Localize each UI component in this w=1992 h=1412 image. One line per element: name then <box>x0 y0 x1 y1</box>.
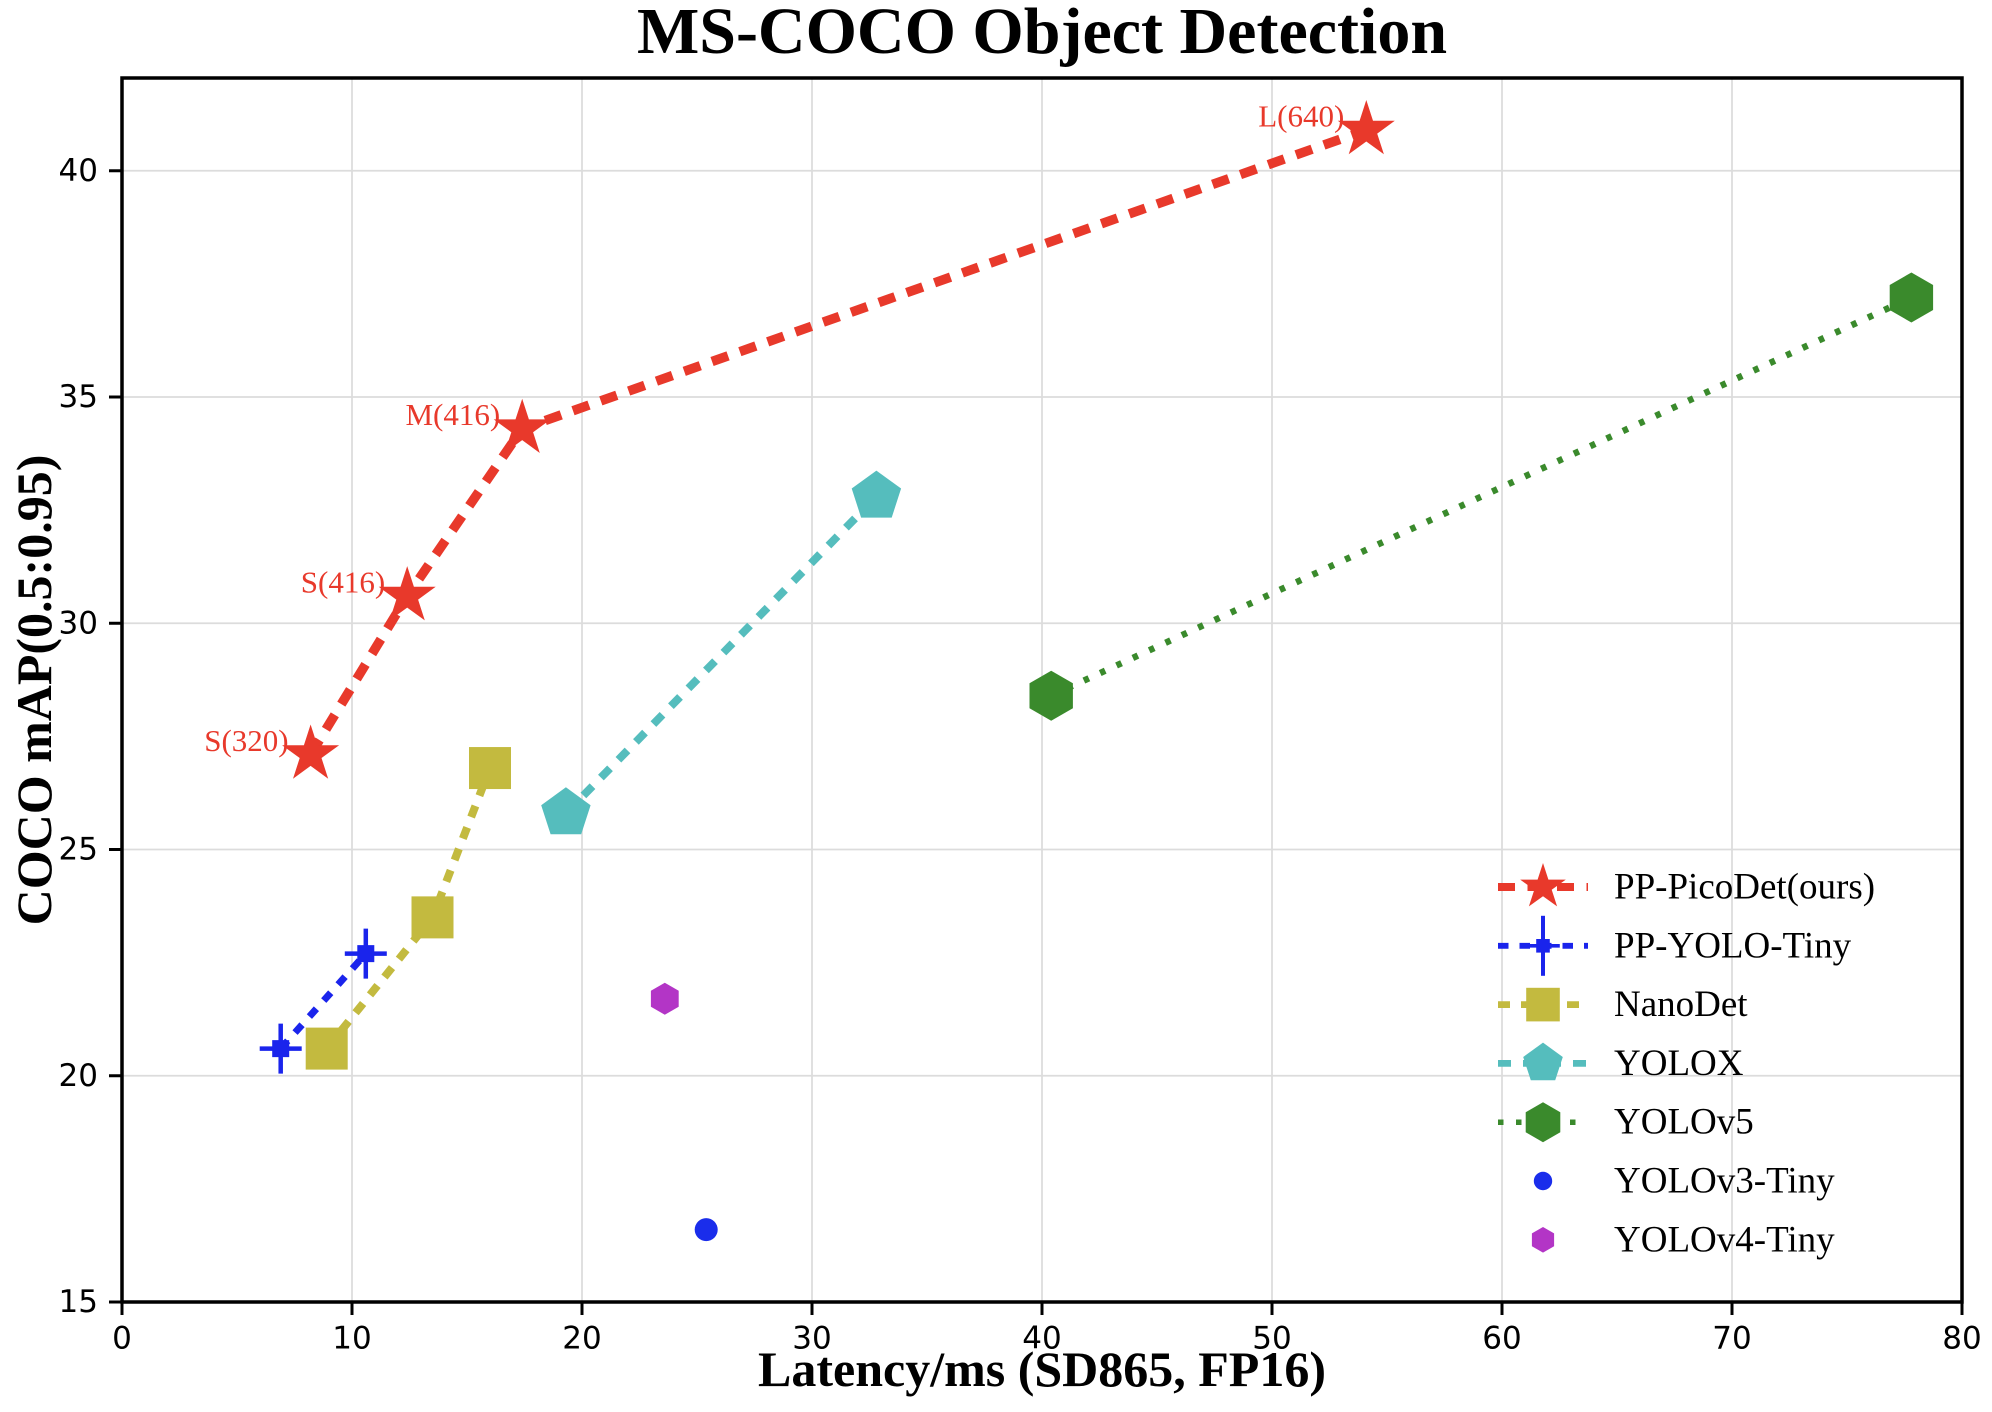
legend-label-pp-yolo-tiny: PP-YOLO-Tiny <box>1614 925 1852 966</box>
legend-item-nanodet: NanoDet <box>1498 984 1748 1025</box>
y-tick-label-35: 35 <box>59 379 98 415</box>
legend-marker-yolov5 <box>1525 1102 1561 1143</box>
legend-item-yolov4-tiny: YOLOv4-Tiny <box>1531 1219 1835 1260</box>
point-annotation-l-640: L(640) <box>1258 99 1344 134</box>
x-tick-label-70: 70 <box>1712 1320 1751 1356</box>
gridlines <box>122 78 1962 1302</box>
y-tick-label-30: 30 <box>59 605 98 641</box>
legend-marker-yolov3-tiny <box>1533 1171 1553 1191</box>
x-tick-label-40: 40 <box>1022 1320 1061 1356</box>
series-line-pp-picodet-ours <box>306 125 1368 757</box>
legend-marker-yolox <box>1523 1042 1563 1081</box>
marker-pp-yolo-tiny-0-dash-diamond <box>272 1040 290 1058</box>
marker-pp-picodet-ours-2 <box>493 398 551 453</box>
marker-pp-yolo-tiny-1-dash-diamond <box>357 945 375 963</box>
x-tick-label-50: 50 <box>1252 1320 1291 1356</box>
y-ticks: 15 20 25 30 35 40 <box>59 153 122 1320</box>
x-tick-label-10: 10 <box>332 1320 371 1356</box>
series-line-yolox <box>563 493 880 817</box>
x-tick-label-60: 60 <box>1482 1320 1521 1356</box>
y-tick-label-15: 15 <box>59 1284 98 1320</box>
marker-pp-picodet-ours-1 <box>378 566 436 621</box>
marker-nanodet-2 <box>469 747 511 790</box>
x-axis-label: Latency/ms (SD865, FP16) <box>758 1341 1326 1397</box>
y-tick-label-40: 40 <box>59 153 98 189</box>
legend-label-yolov3-tiny: YOLOv3-Tiny <box>1614 1161 1835 1202</box>
marker-yolov5-1 <box>1889 272 1934 323</box>
marker-yolox-1 <box>851 470 902 518</box>
legend-label-yolov4-tiny: YOLOv4-Tiny <box>1614 1219 1835 1260</box>
y-tick-label-25: 25 <box>59 832 98 868</box>
point-annotation-s-416: S(416) <box>301 565 385 600</box>
x-tick-label-80: 80 <box>1942 1320 1981 1356</box>
x-ticks: 0 10 20 30 40 50 60 70 80 <box>112 1302 1982 1356</box>
series-nanodet <box>305 747 511 1070</box>
series-pp-yolo-tiny <box>259 928 387 1074</box>
legend-marker-pp-picodet-ours <box>1520 863 1566 907</box>
legend-label-yolox: YOLOX <box>1614 1043 1744 1084</box>
legend-marker-pp-yolo-tiny-dash-diamond <box>1536 939 1550 953</box>
legend-item-pp-yolo-tiny: PP-YOLO-Tiny <box>1498 915 1852 976</box>
series-yolov3-tiny <box>694 1218 718 1242</box>
legend-label-pp-picodet-ours: PP-PicoDet(ours) <box>1614 867 1875 908</box>
marker-pp-picodet-ours-0 <box>282 724 340 779</box>
point-annotation-m-416: M(416) <box>405 397 500 432</box>
marker-nanodet-1 <box>411 896 454 939</box>
series-line-yolov5 <box>1049 294 1913 699</box>
legend-item-yolov5: YOLOv5 <box>1498 1102 1754 1143</box>
y-tick-label-20: 20 <box>59 1058 98 1094</box>
legend-marker-yolov4-tiny <box>1531 1227 1555 1253</box>
marker-pp-picodet-ours-3 <box>1337 100 1395 155</box>
marker-yolov3-tiny-0 <box>694 1218 718 1242</box>
legend-item-yolox: YOLOX <box>1498 1042 1744 1084</box>
series-pp-picodet-ours: S(320) S(416) M(416) L(640) <box>204 99 1395 779</box>
legend: PP-PicoDet(ours) PP-YOLO-Tiny NanoDet YOLOX… <box>1498 863 1875 1260</box>
marker-nanodet-0 <box>305 1027 348 1070</box>
series-yolov4-tiny <box>650 982 679 1015</box>
legend-item-yolov3-tiny: YOLOv3-Tiny <box>1533 1161 1835 1202</box>
legend-label-yolov5: YOLOv5 <box>1614 1102 1754 1143</box>
series-yolox <box>541 470 902 835</box>
x-tick-label-20: 20 <box>562 1320 601 1356</box>
chart-title: MS-COCO Object Detection <box>636 0 1448 68</box>
series-yolov5 <box>1029 272 1934 721</box>
legend-marker-nanodet <box>1526 987 1560 1022</box>
marker-yolov5-0 <box>1029 670 1073 721</box>
x-tick-label-30: 30 <box>792 1320 831 1356</box>
y-axis-label: COCO mAP(0.5:0.95) <box>6 454 62 926</box>
x-tick-label-0: 0 <box>112 1320 132 1356</box>
legend-item-pp-picodet-ours: PP-PicoDet(ours) <box>1498 863 1875 908</box>
legend-label-nanodet: NanoDet <box>1614 984 1748 1025</box>
point-annotation-s-320: S(320) <box>204 723 288 758</box>
marker-yolox-0 <box>541 787 591 835</box>
marker-yolov4-tiny-0 <box>650 982 679 1015</box>
